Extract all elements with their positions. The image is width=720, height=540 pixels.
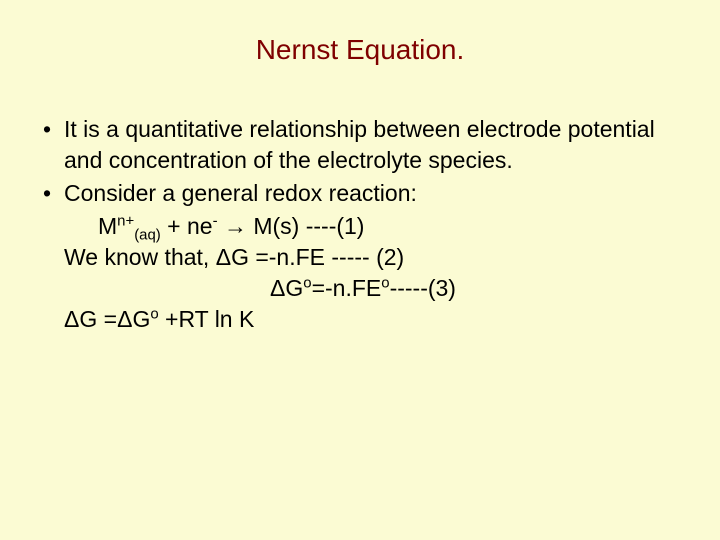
eq-text: -----(3) (390, 275, 456, 301)
bullet-item: • It is a quantitative relationship betw… (30, 114, 690, 176)
equation-line-2: We know that, ΔG =-n.FE ----- (2) (30, 242, 690, 273)
eq-text: ΔG =ΔG (64, 306, 150, 332)
slide: Nernst Equation. • It is a quantitative … (0, 0, 720, 540)
bullet-text: It is a quantitative relationship betwee… (64, 114, 690, 176)
bullet-text: Consider a general redox reaction: (64, 178, 690, 209)
equation-line-1: Mn+(aq) + ne- → M(s) ----(1) (30, 211, 690, 242)
eq-text: + ne (161, 213, 213, 239)
eq-text: ΔG (270, 275, 303, 301)
slide-title: Nernst Equation. (30, 34, 690, 66)
bullet-item: • Consider a general redox reaction: (30, 178, 690, 209)
bullet-mark: • (30, 178, 64, 209)
superscript: n+ (117, 212, 134, 229)
eq-text: =-n.FE (312, 275, 382, 301)
subscript: (aq) (134, 227, 161, 244)
superscript: o (303, 275, 311, 292)
equation-line-3: ΔGo=-n.FEo-----(3) (30, 273, 690, 304)
eq-text: +RT ln K (159, 306, 255, 332)
slide-content: • It is a quantitative relationship betw… (30, 114, 690, 335)
eq-text: → M(s) ----(1) (218, 213, 365, 239)
bullet-mark: • (30, 114, 64, 176)
superscript: o (150, 306, 158, 323)
equation-line-4: ΔG =ΔGo +RT ln K (30, 304, 690, 335)
eq-text: M (98, 213, 117, 239)
superscript: o (381, 275, 389, 292)
